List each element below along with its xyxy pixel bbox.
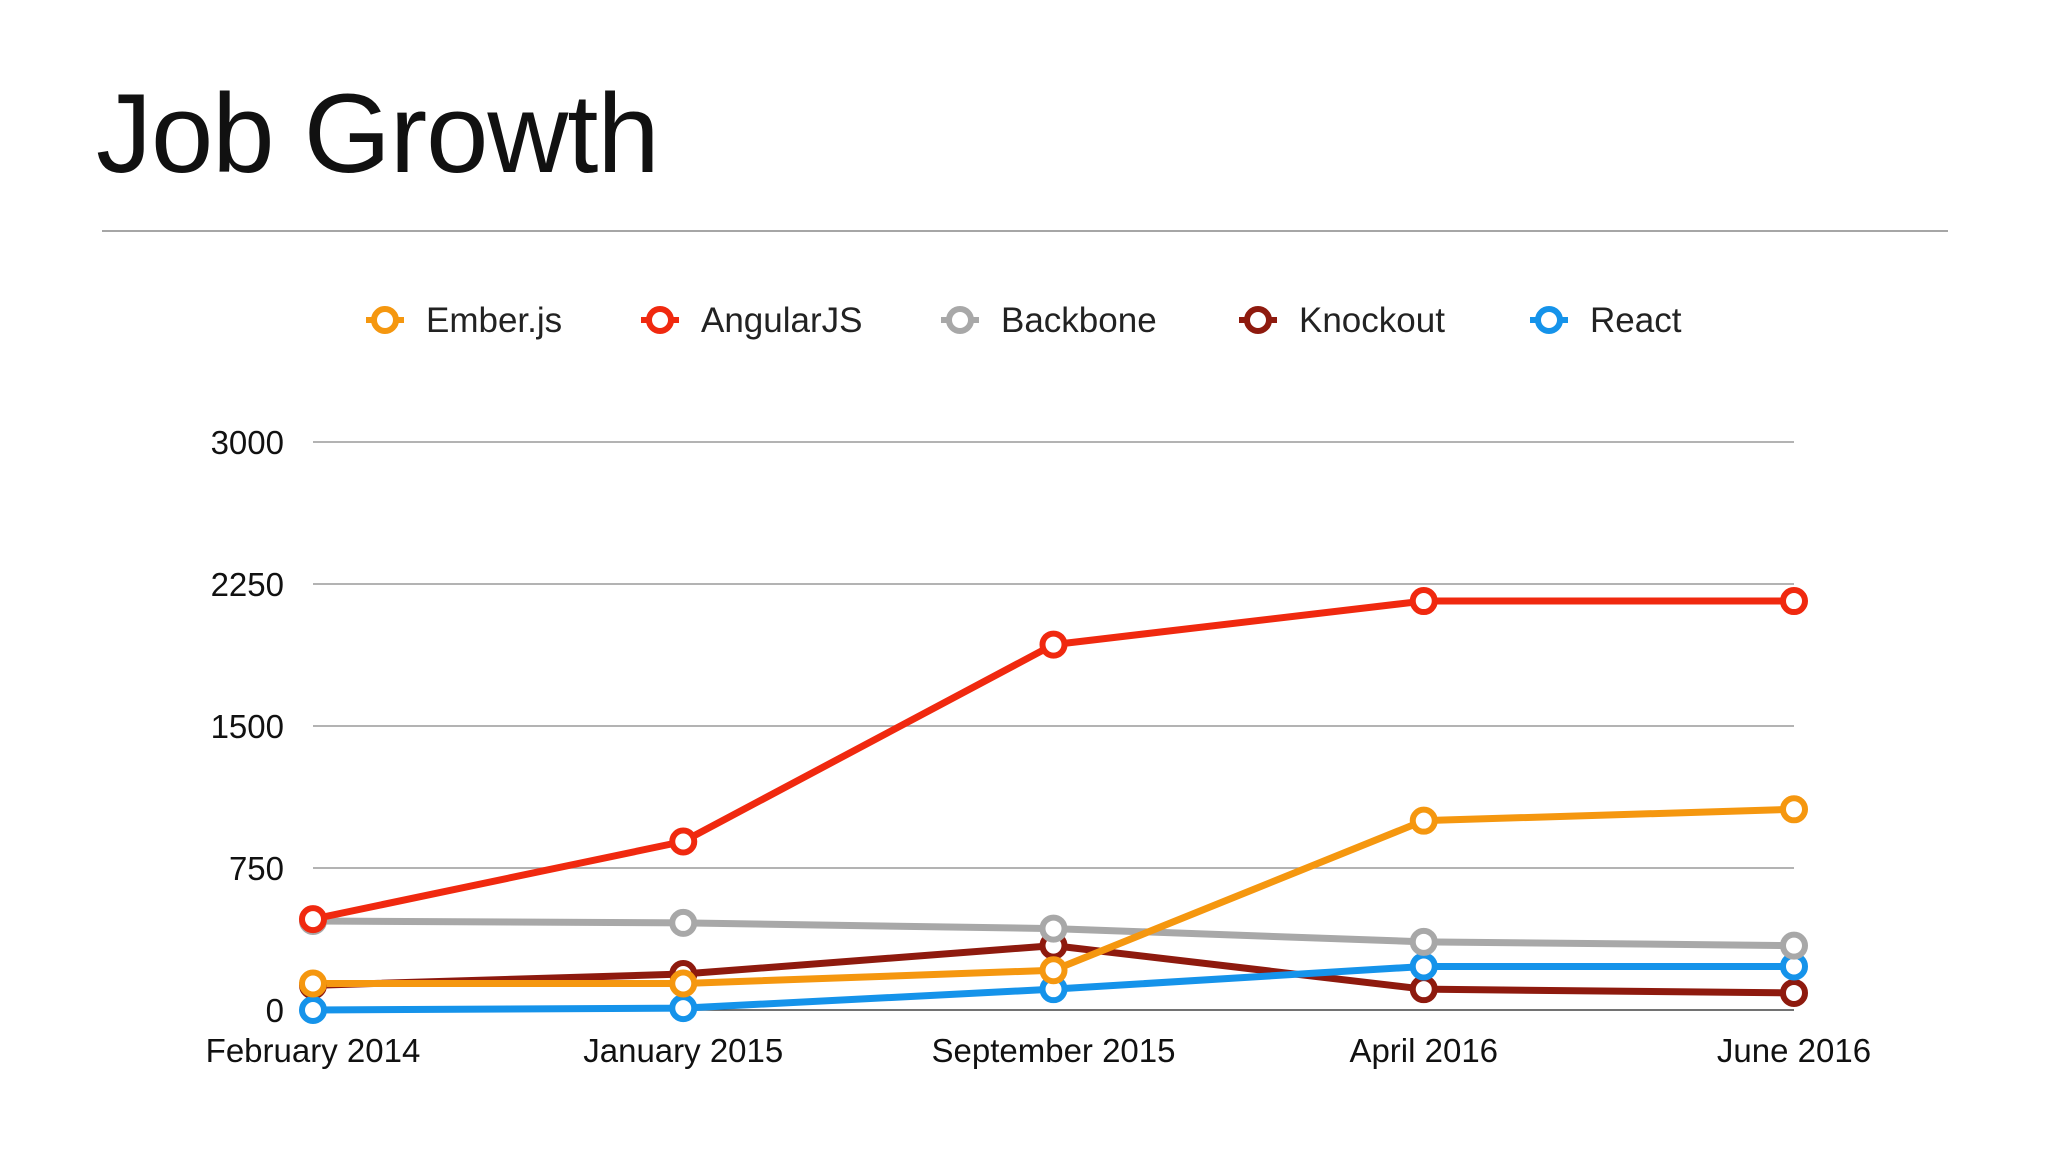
data-point-backbone <box>1780 931 1808 960</box>
chart-legend: Ember.js AngularJS Backbone Knockout React <box>366 301 1682 340</box>
legend-marker <box>946 306 974 334</box>
x-tick-label: April 2016 <box>1349 1032 1498 1069</box>
legend-item-knockout: Knockout <box>1239 301 1445 340</box>
x-tick-label: February 2014 <box>206 1032 421 1069</box>
x-tick-label: June 2016 <box>1717 1032 1871 1069</box>
legend-label: Backbone <box>1001 301 1157 340</box>
legend-marker <box>1535 306 1563 334</box>
y-tick-label: 2250 <box>211 566 284 603</box>
data-point-angularjs <box>1039 630 1068 659</box>
title-divider <box>102 230 1948 232</box>
legend-item-angularjs: AngularJS <box>641 301 862 340</box>
legend-marker <box>1244 306 1272 334</box>
data-point-react <box>669 994 698 1023</box>
y-tick-label: 0 <box>266 992 284 1029</box>
data-point-react <box>1409 952 1438 981</box>
y-tick-label: 3000 <box>211 424 284 461</box>
data-point-angularjs <box>1409 587 1438 616</box>
data-point-ember-js <box>669 969 698 998</box>
x-tick-label: January 2015 <box>583 1032 783 1069</box>
data-point-ember-js <box>299 969 327 998</box>
y-tick-label: 1500 <box>211 708 284 745</box>
legend-item-ember-js: Ember.js <box>366 301 562 340</box>
legend-item-react: React <box>1530 301 1682 340</box>
legend-item-backbone: Backbone <box>941 301 1157 340</box>
data-point-backbone <box>1039 914 1068 943</box>
data-point-angularjs <box>299 905 327 934</box>
legend-label: React <box>1590 301 1682 340</box>
data-point-angularjs <box>669 827 698 856</box>
data-point-knockout <box>1409 975 1438 1004</box>
data-point-ember-js <box>1780 795 1808 824</box>
data-point-angularjs <box>1780 587 1808 616</box>
data-point-knockout <box>1780 978 1808 1007</box>
data-point-react <box>299 996 327 1024</box>
legend-marker <box>646 306 674 334</box>
legend-label: AngularJS <box>701 301 862 340</box>
data-point-backbone <box>669 908 698 937</box>
x-tick-label: September 2015 <box>931 1032 1175 1069</box>
x-axis-ticks: February 2014 January 2015 September 2015 A… <box>206 1032 1871 1069</box>
legend-label: Ember.js <box>426 301 562 340</box>
legend-marker <box>371 306 399 334</box>
data-point-ember-js <box>1039 956 1068 985</box>
data-point-ember-js <box>1409 806 1438 835</box>
legend-label: Knockout <box>1299 301 1445 340</box>
chart-series-points <box>299 587 1808 1024</box>
y-axis-ticks: 0 750 1500 2250 3000 <box>211 424 284 1029</box>
y-tick-label: 750 <box>229 850 284 887</box>
data-point-backbone <box>1409 927 1438 956</box>
slide-title: Job Growth <box>96 71 660 196</box>
